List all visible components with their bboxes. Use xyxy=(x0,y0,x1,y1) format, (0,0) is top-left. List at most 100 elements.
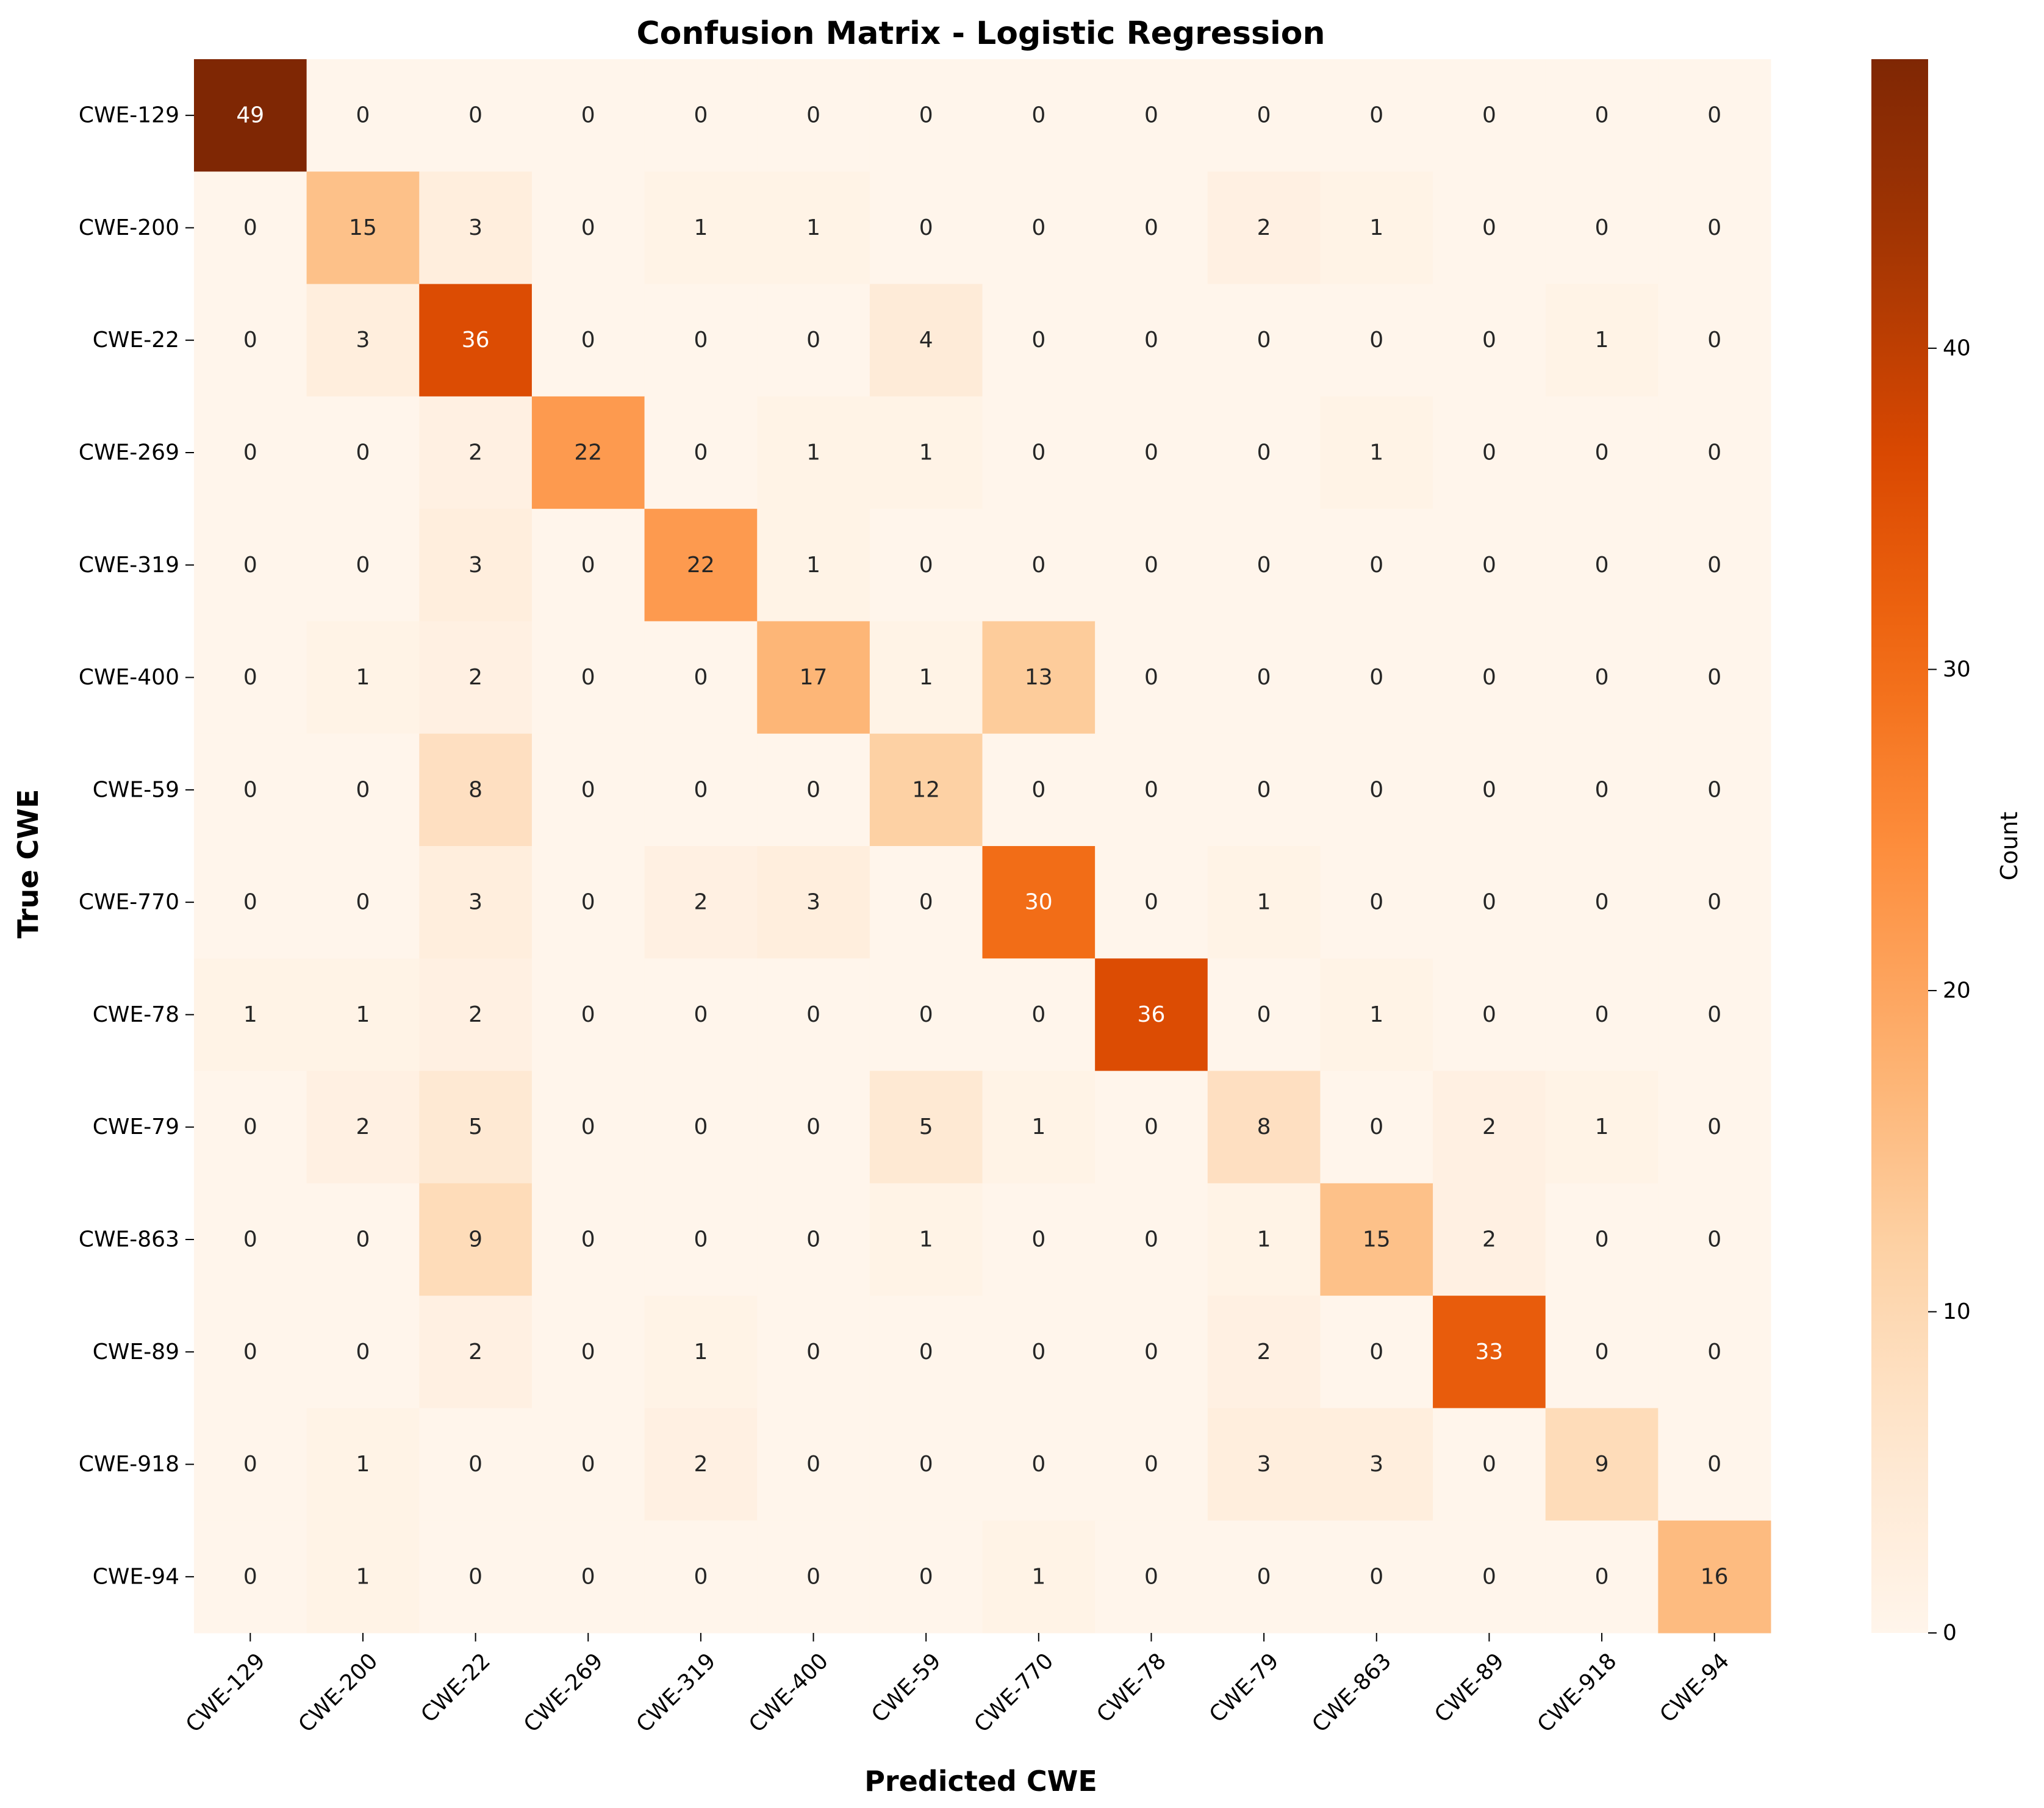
cell-value-label: 15 xyxy=(1363,1227,1391,1252)
heatmap-cell xyxy=(1433,621,1546,734)
heatmap-cell xyxy=(1433,958,1546,1072)
cell-value-label: 0 xyxy=(1257,1564,1271,1589)
cell-value-label: 0 xyxy=(806,777,820,802)
heatmap-cell xyxy=(306,509,420,622)
cell-value-label: 2 xyxy=(1482,1227,1496,1252)
cell-value-label: 1 xyxy=(356,665,370,690)
heatmap-cell xyxy=(194,1520,307,1634)
heatmap-cell xyxy=(757,958,870,1072)
cell-value-label: 2 xyxy=(468,665,482,690)
heatmap-cell xyxy=(1658,1183,1771,1296)
cell-value-label: 0 xyxy=(1482,553,1496,578)
heatmap-cell xyxy=(1095,1296,1208,1408)
cell-value-label: 2 xyxy=(1257,1340,1271,1365)
heatmap-cell xyxy=(644,1520,758,1634)
heatmap-cell xyxy=(1433,733,1546,847)
heatmap-cell xyxy=(982,509,1096,622)
y-tick-label: CWE-89 xyxy=(93,1340,179,1365)
heatmap-cell xyxy=(644,396,758,509)
heatmap-cell xyxy=(982,958,1096,1072)
heatmap-cells xyxy=(194,59,1771,1634)
heatmap-cell xyxy=(419,1183,533,1296)
heatmap-cell xyxy=(306,1408,420,1521)
heatmap-cell xyxy=(1658,1408,1771,1521)
cell-value-label: 0 xyxy=(468,103,482,128)
heatmap-cell xyxy=(982,846,1096,959)
cell-value-label: 0 xyxy=(806,1227,820,1252)
cell-value-label: 0 xyxy=(1595,777,1609,802)
cell-value-label: 0 xyxy=(1144,1564,1158,1589)
cell-value-label: 0 xyxy=(919,215,933,240)
cell-value-label: 0 xyxy=(1707,328,1721,353)
cell-value-label: 13 xyxy=(1025,665,1053,690)
heatmap-cell xyxy=(1320,846,1433,959)
y-tick-label: CWE-918 xyxy=(79,1452,179,1477)
heatmap-cell xyxy=(306,284,420,397)
cell-value-label: 5 xyxy=(919,1114,933,1139)
heatmap-cell xyxy=(306,1296,420,1408)
cell-value-label: 0 xyxy=(1595,103,1609,128)
cell-value-label: 1 xyxy=(1369,215,1383,240)
cell-value-label: 0 xyxy=(1482,215,1496,240)
heatmap-cell xyxy=(1095,59,1208,172)
heatmap-cell xyxy=(869,284,983,397)
x-axis-ticks: CWE-129 CWE-200 CWE-22 CWE-269 CWE-319 CWE-40… xyxy=(181,1633,1734,1737)
cell-value-label: 15 xyxy=(349,215,377,240)
x-tick-label: CWE-78 xyxy=(1092,1649,1171,1728)
cell-value-label: 0 xyxy=(1595,665,1609,690)
cell-value-label: 0 xyxy=(1031,103,1045,128)
cell-value-label: 0 xyxy=(1369,1564,1383,1589)
cell-value-label: 0 xyxy=(1144,440,1158,465)
heatmap-cell xyxy=(194,1296,307,1408)
cell-value-label: 0 xyxy=(694,665,708,690)
heatmap-cell xyxy=(757,396,870,509)
cell-value-label: 0 xyxy=(1482,328,1496,353)
cell-value-label: 0 xyxy=(581,665,595,690)
heatmap-cell xyxy=(982,1520,1096,1634)
heatmap-cell xyxy=(531,1520,645,1634)
cell-value-label: 0 xyxy=(1031,1340,1045,1365)
heatmap-cell xyxy=(531,396,645,509)
cell-value-label: 1 xyxy=(919,440,933,465)
heatmap-cell xyxy=(306,958,420,1072)
cell-value-label: 0 xyxy=(243,1340,257,1365)
heatmap-cell xyxy=(419,1520,533,1634)
cell-value-label: 0 xyxy=(1707,1114,1721,1139)
cell-annotations: 49 0 0 0 0 0 0 0 0 0 0 0 0 00 15 3 0 1 1 0 0 0 2 1 0 0 00 3 36 0 0 0 4 0 0… xyxy=(236,103,1728,1590)
cell-value-label: 3 xyxy=(468,215,482,240)
cell-value-label: 0 xyxy=(356,440,370,465)
heatmap-cell xyxy=(1095,1071,1208,1184)
heatmap-cell xyxy=(531,59,645,172)
heatmap-cell xyxy=(869,396,983,509)
cell-value-label: 0 xyxy=(806,1002,820,1027)
heatmap-cell xyxy=(1545,284,1659,397)
x-tick-label: CWE-22 xyxy=(417,1649,496,1728)
cell-value-label: 0 xyxy=(468,1452,482,1477)
cell-value-label: 0 xyxy=(1144,665,1158,690)
heatmap-cell xyxy=(306,171,420,285)
heatmap-cell xyxy=(1207,958,1321,1072)
heatmap-cell xyxy=(1545,59,1659,172)
cell-value-label: 0 xyxy=(806,103,820,128)
heatmap-cell xyxy=(306,846,420,959)
cell-value-label: 0 xyxy=(1144,215,1158,240)
x-tick-label: CWE-89 xyxy=(1430,1649,1509,1728)
cell-value-label: 9 xyxy=(1595,1452,1609,1477)
heatmap-cell xyxy=(1207,1520,1321,1634)
cell-value-label: 1 xyxy=(919,1227,933,1252)
cell-value-label: 0 xyxy=(1257,665,1271,690)
heatmap-cell xyxy=(869,1183,983,1296)
y-tick-label: CWE-770 xyxy=(79,890,179,915)
heatmap-cell xyxy=(194,284,307,397)
cell-value-label: 0 xyxy=(1707,103,1721,128)
cell-value-label: 3 xyxy=(356,328,370,353)
heatmap-cell xyxy=(1658,958,1771,1072)
heatmap-cell xyxy=(757,733,870,847)
cell-value-label: 0 xyxy=(694,777,708,802)
x-tick-label: CWE-59 xyxy=(867,1649,946,1728)
heatmap-cell xyxy=(1433,509,1546,622)
y-tick-label: CWE-129 xyxy=(79,103,179,128)
heatmap-cell xyxy=(1320,1183,1433,1296)
heatmap-cell xyxy=(194,59,307,172)
